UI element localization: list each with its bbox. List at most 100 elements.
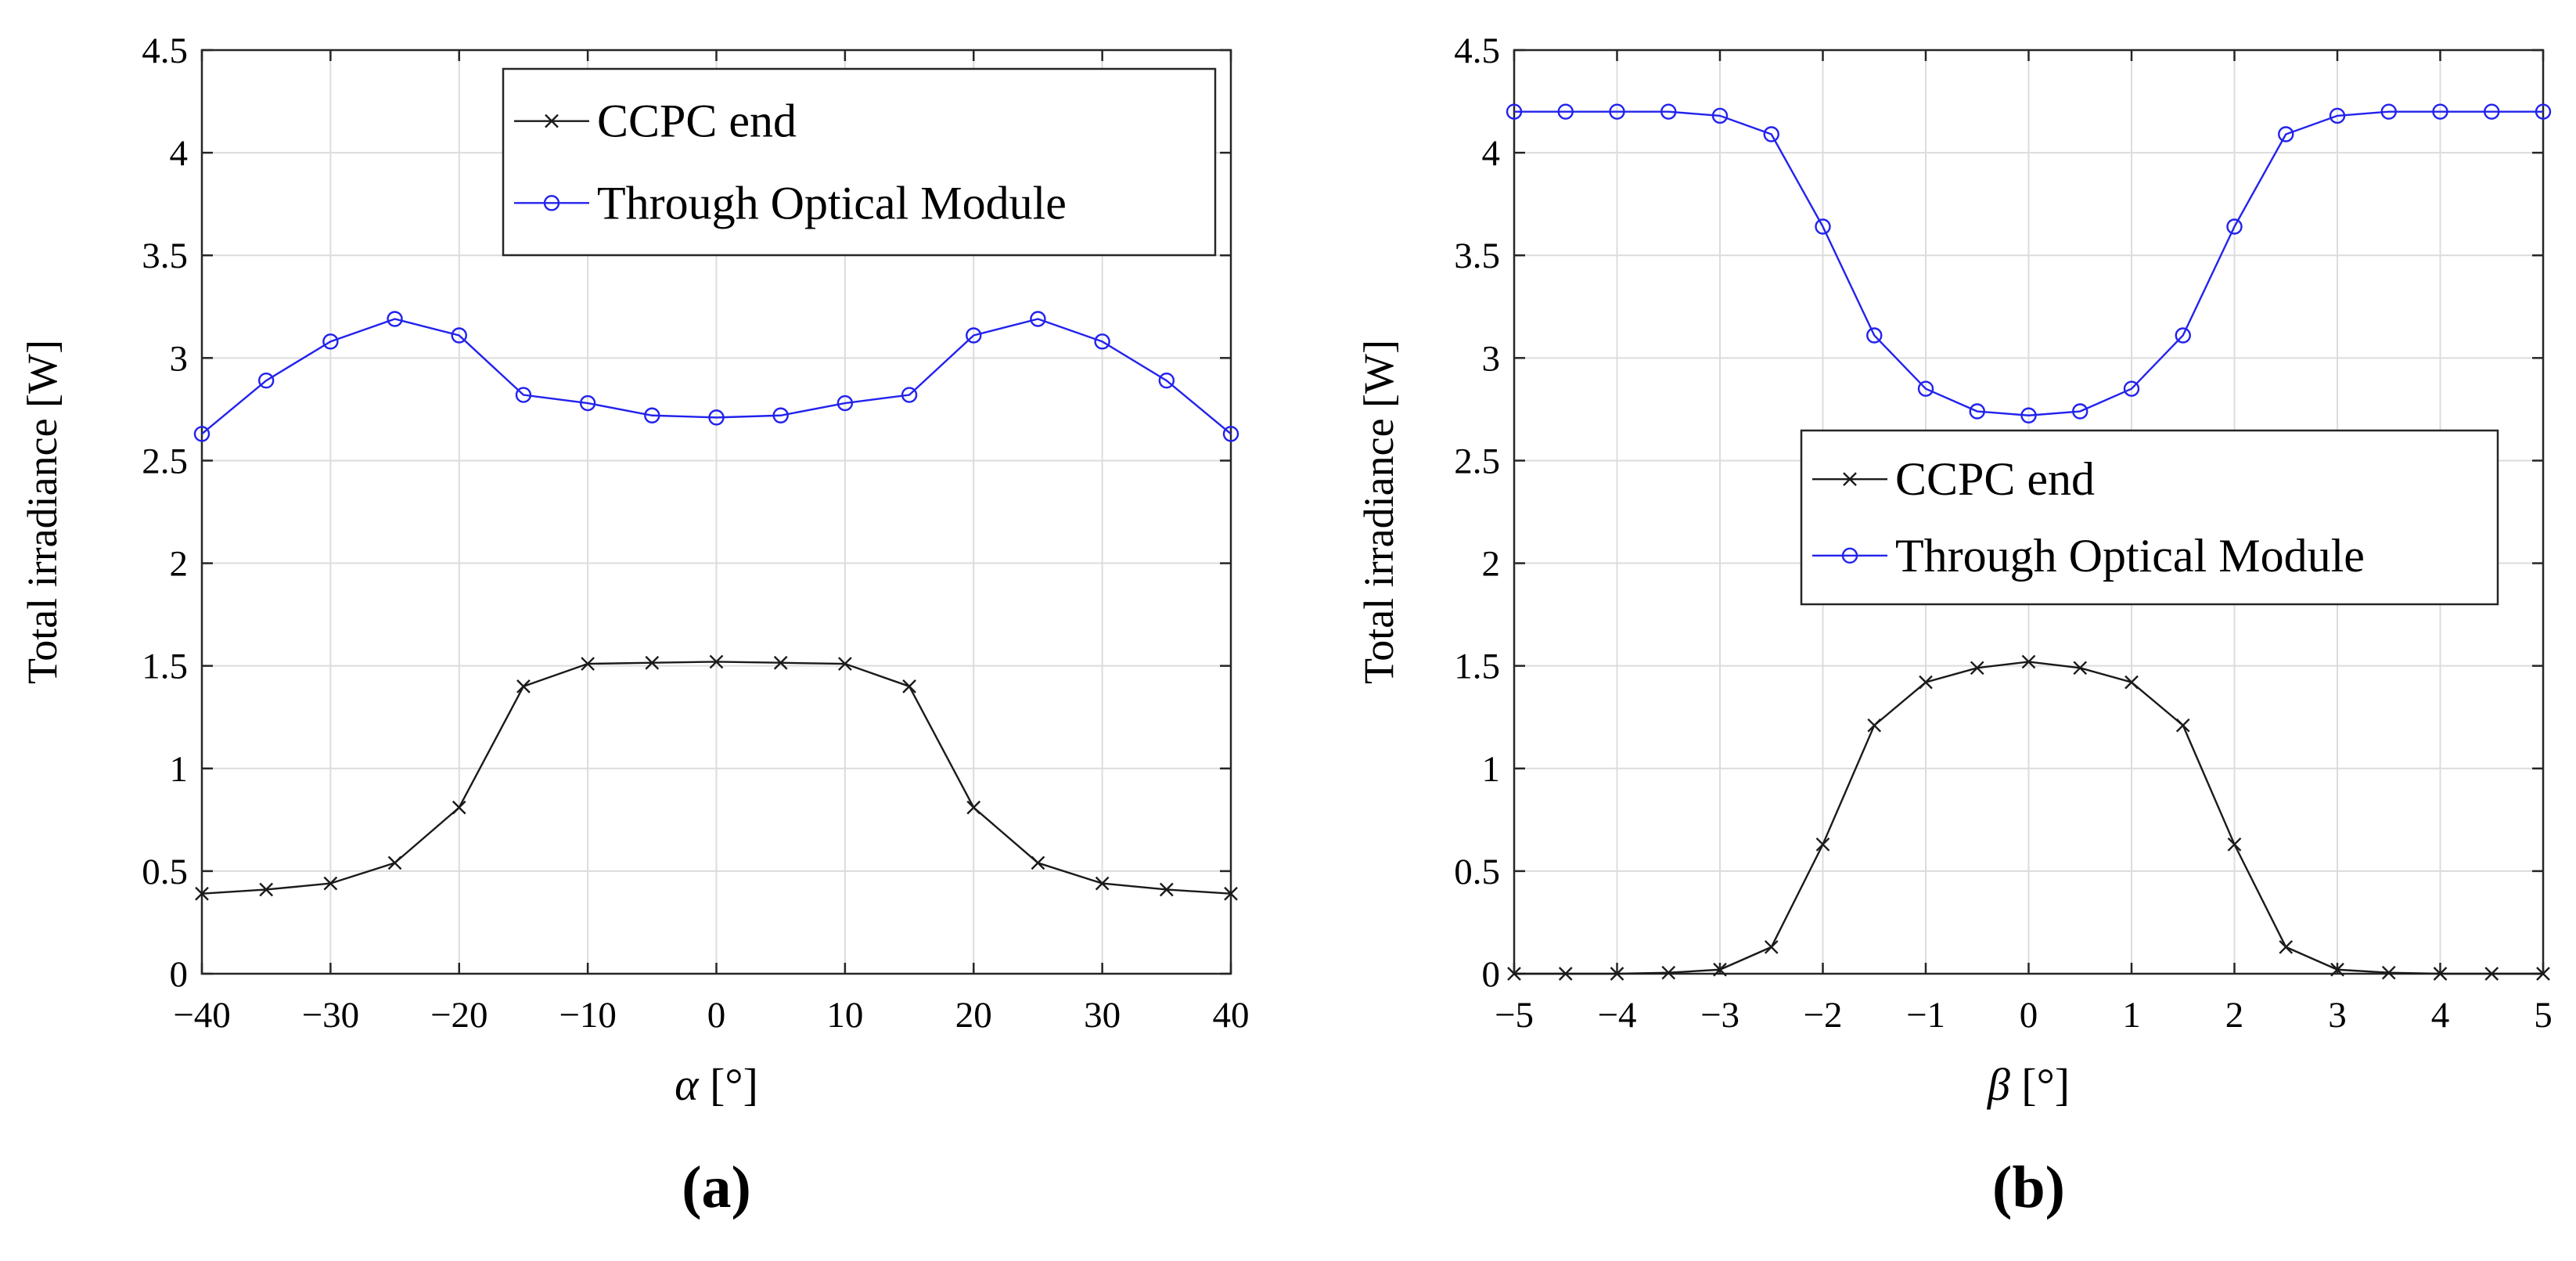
data-point [1763,126,1779,142]
data-point [2484,967,2499,981]
x-tick-label: 2 [2225,995,2244,1036]
data-point [1970,661,1984,676]
data-point [2535,103,2552,120]
y-axis-label: Total irradiance [W] [19,340,66,684]
data-point [901,387,918,403]
x-tick-label: 4 [2431,995,2450,1036]
data-point [902,679,916,694]
series-ccpc-end [1507,654,2550,981]
data-point [2432,103,2448,120]
data-point [2021,654,2036,669]
y-tick-label: 1.5 [1454,647,1500,687]
legend-swatch-marker [545,113,559,128]
series-line [201,318,1232,435]
data-point [2536,967,2550,981]
data-point [1507,967,1521,981]
x-tick-label: 20 [955,995,992,1036]
legend-swatch-marker [543,195,560,211]
x-tick-label: −30 [302,995,360,1036]
x-tick-label: −20 [430,995,488,1036]
legend-box [1800,429,2499,606]
data-point [579,395,596,412]
data-point [2329,107,2346,124]
x-axis-label-symbol: β [1987,1059,2010,1110]
x-tick-label: 1 [2122,995,2141,1036]
y-tick-label: 4 [1482,133,1501,174]
data-point [2433,967,2448,981]
x-tick-label: 0 [707,995,726,1036]
data-point [966,327,982,344]
data-point [1815,837,1830,852]
y-tick-label: 4.5 [142,31,188,71]
data-point [836,395,854,412]
y-tick-label: 3.5 [142,236,188,276]
chart-panel-a: −40 −30 −20 −10 0 10 20 30 40 0 0.5 1 1.5 2 2.5 3 3.5 4 4.… [19,31,1250,1220]
data-point [2227,837,2242,852]
legend: CCPC end Through Optical Module [1800,429,2499,606]
data-point [644,407,660,423]
data-point [2020,407,2037,423]
data-point [645,655,660,670]
data-point [1031,856,1045,870]
data-point [451,327,467,344]
data-point [322,333,339,350]
chart-panel-b: −5 −4 −3 −2 −1 0 1 2 3 4 5 0 0.5 1 1.5 2 2.5 3 3.5 4 4.5 Tota… [1355,31,2553,1220]
data-point [1158,372,1175,389]
data-point [1506,103,1523,120]
y-tick-label: 3 [170,338,189,379]
data-point [2380,103,2397,120]
y-axis-label: Total irradiance [W] [1355,340,1402,684]
y-tick-label: 3.5 [1454,236,1500,276]
data-point [1609,103,1625,120]
panel-label: (b) [1992,1155,2065,1220]
x-tick-label: 30 [1084,995,1121,1036]
data-point [581,657,595,671]
y-tick-label: 2 [170,544,189,585]
legend-box [502,67,1217,257]
x-axis-label-unit: [°] [2021,1059,2070,1110]
data-point [387,311,403,327]
data-point [2484,103,2500,120]
x-axis-label-unit: [°] [710,1059,758,1110]
x-axis-label: α [°] [675,1059,758,1110]
data-point [1969,403,1985,420]
legend-item: CCPC end [1812,453,2095,505]
data-point [2279,940,2294,954]
data-point [1094,333,1110,350]
panel-label: (a) [682,1155,751,1220]
x-tick-label: −10 [559,995,617,1036]
legend-item: Through Optical Module [514,177,1067,229]
x-tick-label: −5 [1495,995,1534,1036]
data-point [193,426,210,442]
data-point [2123,380,2140,397]
data-point [708,409,725,426]
data-point [1764,940,1779,954]
data-point [516,679,531,694]
y-tick-label: 1.5 [142,647,188,687]
data-point [1919,675,1933,690]
x-tick-label: −3 [1700,995,1740,1036]
y-tick-label: 3 [1482,338,1501,379]
data-point [772,407,789,423]
x-tick-label: 40 [1213,995,1250,1036]
y-tick-label: 2.5 [1454,441,1500,481]
x-axis-label-space [2010,1059,2022,1110]
data-point [323,876,338,891]
data-point [2072,403,2089,420]
data-point [2381,965,2396,980]
data-point [1224,886,1238,901]
data-point [1866,327,1883,344]
legend-swatch-marker [1841,547,1858,564]
x-tick-label: −1 [1906,995,1945,1036]
y-tick-label: 1 [170,749,189,790]
x-tick-label: 5 [2534,995,2553,1036]
y-tick-label: 0 [170,954,189,995]
data-point [257,372,275,389]
x-tick-label: −4 [1597,995,1636,1036]
data-point [515,387,532,403]
legend-label: CCPC end [597,95,797,147]
data-point [1711,107,1729,124]
y-tick-label: 0 [1482,954,1501,995]
data-point [709,654,724,669]
data-point [1558,967,1573,981]
